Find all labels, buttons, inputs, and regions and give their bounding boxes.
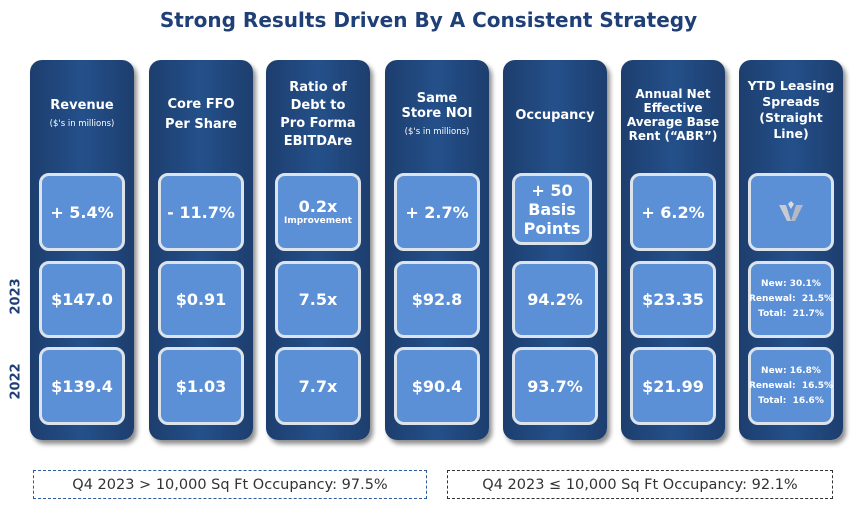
value-2023-box: 94.2% [512,261,598,338]
column-header: Ratio of Debt to Pro Forma EBITDAre [280,80,356,149]
value-2023-box: $92.8 [394,261,480,338]
change-box [748,173,834,251]
change-subtext: Improvement [284,216,352,226]
change-box: 0.2x Improvement [275,173,361,251]
year-label-2023: 2023 [8,278,24,315]
core-ffo-column: Core FFO Per Share - 11.7% $0.91 $1.03 [149,60,253,440]
spread-new: New: 16.8% [761,365,821,376]
page-title: Strong Results Driven By A Consistent St… [159,8,698,32]
value-2022-box: 93.7% [512,347,598,425]
spread-total: Total: 16.6% [758,395,824,406]
abr-column: Annual Net Effective Average Base Rent (… [621,60,725,440]
value-2023-box: $147.0 [39,261,125,338]
large-tenant-occupancy-note: Q4 2023 > 10,000 Sq Ft Occupancy: 97.5% [33,470,427,499]
value-2022-box: $1.03 [158,347,244,425]
small-tenant-occupancy-note: Q4 2023 ≤ 10,000 Sq Ft Occupancy: 92.1% [447,470,833,499]
same-store-noi-column: Same Store NOI ($'s in millions) + 2.7% $… [385,60,489,440]
leasing-spreads-column: YTD Leasing Spreads (Straight Line) New:… [739,60,843,440]
spreads-2022-box: New: 16.8% Renewal: 16.5% Total: 16.6% [748,347,834,425]
debt-ratio-column: Ratio of Debt to Pro Forma EBITDAre 0.2x… [266,60,370,440]
value-2022-box: 7.7x [275,347,361,425]
change-box: + 50 Basis Points [512,173,592,245]
column-header: Occupancy [515,107,595,123]
value-2022-box: $90.4 [394,347,480,425]
year-label-2022: 2022 [8,363,24,400]
change-box: - 11.7% [158,173,244,251]
value-2023-box: 7.5x [275,261,361,338]
spread-new: New: 30.1% [761,279,821,289]
spread-renewal: Renewal: 16.5% [748,380,834,391]
spreads-2023-box: New: 30.1% Renewal: 21.5% Total: 21.7% [748,261,834,338]
column-header: Annual Net Effective Average Base Rent (… [626,87,720,143]
value-2022-box: $139.4 [39,347,125,425]
column-subheader: ($'s in millions) [49,119,115,129]
spread-renewal: Renewal: 21.5% [748,294,834,304]
change-box: + 5.4% [39,173,125,251]
column-subheader: ($'s in millions) [404,126,470,137]
column-header: Core FFO Per Share [165,97,237,132]
spread-total: Total: 21.7% [758,309,824,319]
change-value: 0.2x [298,197,338,216]
revenue-column: Revenue ($'s in millions) + 5.4% $147.0 $… [30,60,134,440]
occupancy-column: Occupancy + 50 Basis Points 94.2% 93.7% [503,60,607,440]
value-2023-box: $0.91 [158,261,244,338]
company-logo-icon [779,201,803,221]
column-header: Revenue [50,98,114,113]
value-2023-box: $23.35 [630,261,716,338]
change-box: + 6.2% [630,173,716,251]
change-box: + 2.7% [394,173,480,251]
value-2022-box: $21.99 [630,347,716,425]
column-header: Same Store NOI [401,90,473,121]
column-header: YTD Leasing Spreads (Straight Line) [747,78,835,141]
